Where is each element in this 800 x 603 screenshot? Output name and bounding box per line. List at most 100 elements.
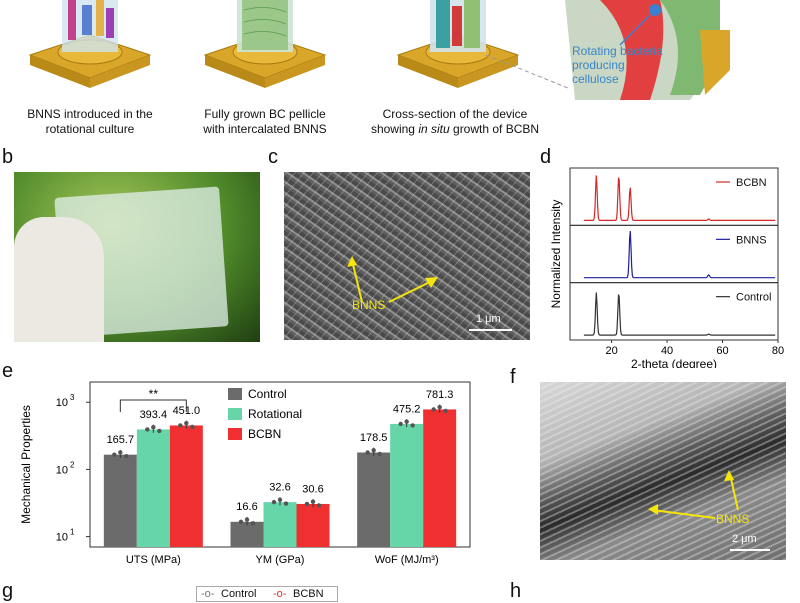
data-point — [304, 501, 310, 507]
value-label: 32.6 — [269, 481, 290, 493]
value-label: 393.4 — [140, 409, 168, 421]
x-tick-label: 20 — [605, 345, 617, 357]
y-tick-exponent: 3 — [70, 393, 75, 402]
data-point — [431, 407, 436, 412]
panel-letter-h: h — [510, 580, 522, 602]
device-3-illustration — [396, 0, 520, 88]
data-point — [443, 408, 448, 414]
control-marker-icon: -o- — [201, 588, 215, 600]
x-category-label: WoF (MJ/m³) — [375, 554, 439, 566]
significance-bracket — [119, 399, 187, 412]
data-point — [277, 497, 283, 503]
caption-step-2: Fully grown BC pellicle with intercalate… — [185, 107, 345, 137]
device-1-illustration — [28, 0, 152, 88]
bar-rotational — [390, 423, 424, 547]
y-tick-label: 10 — [56, 397, 68, 409]
xrd-series-bcbn — [583, 175, 776, 222]
device-2-illustration — [203, 0, 327, 88]
legend-label: Control — [248, 387, 287, 401]
chart-d: BCBN BNNS Control 20 40 60 80 2-theta (degree) N… — [549, 167, 784, 368]
data-point — [283, 501, 289, 506]
value-label: 30.6 — [302, 483, 323, 495]
panel-f-arrows — [648, 470, 770, 551]
data-point — [377, 451, 382, 457]
data-point — [316, 503, 322, 508]
value-label: 178.5 — [360, 432, 388, 444]
caption-line: Cross-section of the device — [382, 107, 528, 121]
y-tick-exponent: 2 — [70, 460, 75, 469]
panel-f-sem: BNNS 2 μm — [540, 382, 786, 560]
bar-control — [103, 454, 137, 547]
subplot-frame — [569, 282, 779, 341]
data-point — [190, 424, 195, 430]
caption-step-3: Cross-section of the device showing in s… — [350, 107, 560, 137]
legend-label-bcbn: BCBN — [293, 588, 324, 600]
panel-letter-d: d — [540, 146, 552, 168]
data-point — [238, 519, 244, 525]
data-point — [371, 448, 376, 453]
data-point — [410, 423, 415, 428]
legend-label: Control — [736, 292, 771, 304]
y-axis-label: Mechanical Properties — [19, 405, 33, 524]
panel-letter-c: c — [268, 146, 278, 168]
bar-control — [230, 521, 264, 547]
caption-line: rotational culture — [45, 122, 135, 136]
panel-letter-b: b — [2, 146, 14, 168]
caption-line: BNNS introduced in the — [27, 107, 153, 121]
xrd-series-control — [583, 292, 776, 336]
inset-label-line: Rotating bacteria — [572, 44, 663, 58]
y-tick-label: 10 — [56, 532, 68, 544]
data-point — [271, 499, 277, 505]
bnns-arrow-label: BNNS — [716, 512, 750, 526]
panel-letter-f: f — [510, 366, 516, 388]
bar-bcbn — [423, 409, 457, 547]
x-tick-label: 40 — [661, 345, 673, 357]
panel-c-sem: BNNS 1 μm — [284, 172, 530, 340]
data-point — [157, 428, 162, 434]
panel-letter-e: e — [2, 360, 14, 382]
inset-label-line: producing — [572, 58, 625, 72]
inset-label: Rotating bacteria producing cellulose — [572, 44, 663, 86]
bcbn-marker-icon: -o- — [273, 588, 287, 600]
y-tick-label: 10 — [56, 464, 68, 476]
x-category-label: UTS (MPa) — [126, 554, 181, 566]
data-point — [184, 421, 189, 426]
caption-line: with intercalated BNNS — [203, 122, 327, 136]
value-label: 165.7 — [107, 434, 135, 446]
caption-line: showing in situ growth of BCBN — [370, 122, 540, 136]
data-point — [404, 419, 409, 424]
data-point — [124, 453, 129, 459]
y-axis-label: Normalized Intensity — [549, 200, 563, 309]
inset-label-line: cellulose — [572, 72, 619, 86]
data-point — [151, 424, 156, 430]
xrd-series-bnns — [583, 230, 776, 279]
sem-layers — [540, 382, 786, 560]
data-point — [250, 521, 256, 526]
bar-bcbn — [169, 425, 203, 547]
legend-label-control: Control — [221, 588, 257, 600]
significance-label: ** — [149, 387, 159, 401]
x-tick-label: 60 — [716, 345, 728, 357]
value-label: 781.3 — [426, 389, 454, 401]
value-label: 16.6 — [236, 501, 257, 513]
scale-bar-label: 1 μm — [476, 313, 501, 325]
data-point — [118, 450, 123, 455]
bar-rotational — [263, 502, 297, 547]
data-point — [310, 499, 316, 504]
x-tick-label: 80 — [772, 345, 784, 357]
sem-fibers — [284, 172, 530, 340]
data-point — [178, 423, 183, 428]
data-point — [398, 421, 403, 427]
y-tick-exponent: 1 — [70, 528, 75, 537]
legend-swatch — [228, 428, 242, 440]
data-point — [112, 452, 117, 457]
legend-swatch — [228, 388, 242, 400]
value-label: 475.2 — [393, 403, 421, 415]
data-point — [145, 427, 150, 432]
legend-label: Rotational — [248, 407, 302, 421]
zoom-inset — [565, 0, 730, 100]
data-point — [365, 450, 370, 455]
bnns-arrow-label: BNNS — [352, 298, 386, 312]
panel-letter-g: g — [2, 580, 14, 602]
